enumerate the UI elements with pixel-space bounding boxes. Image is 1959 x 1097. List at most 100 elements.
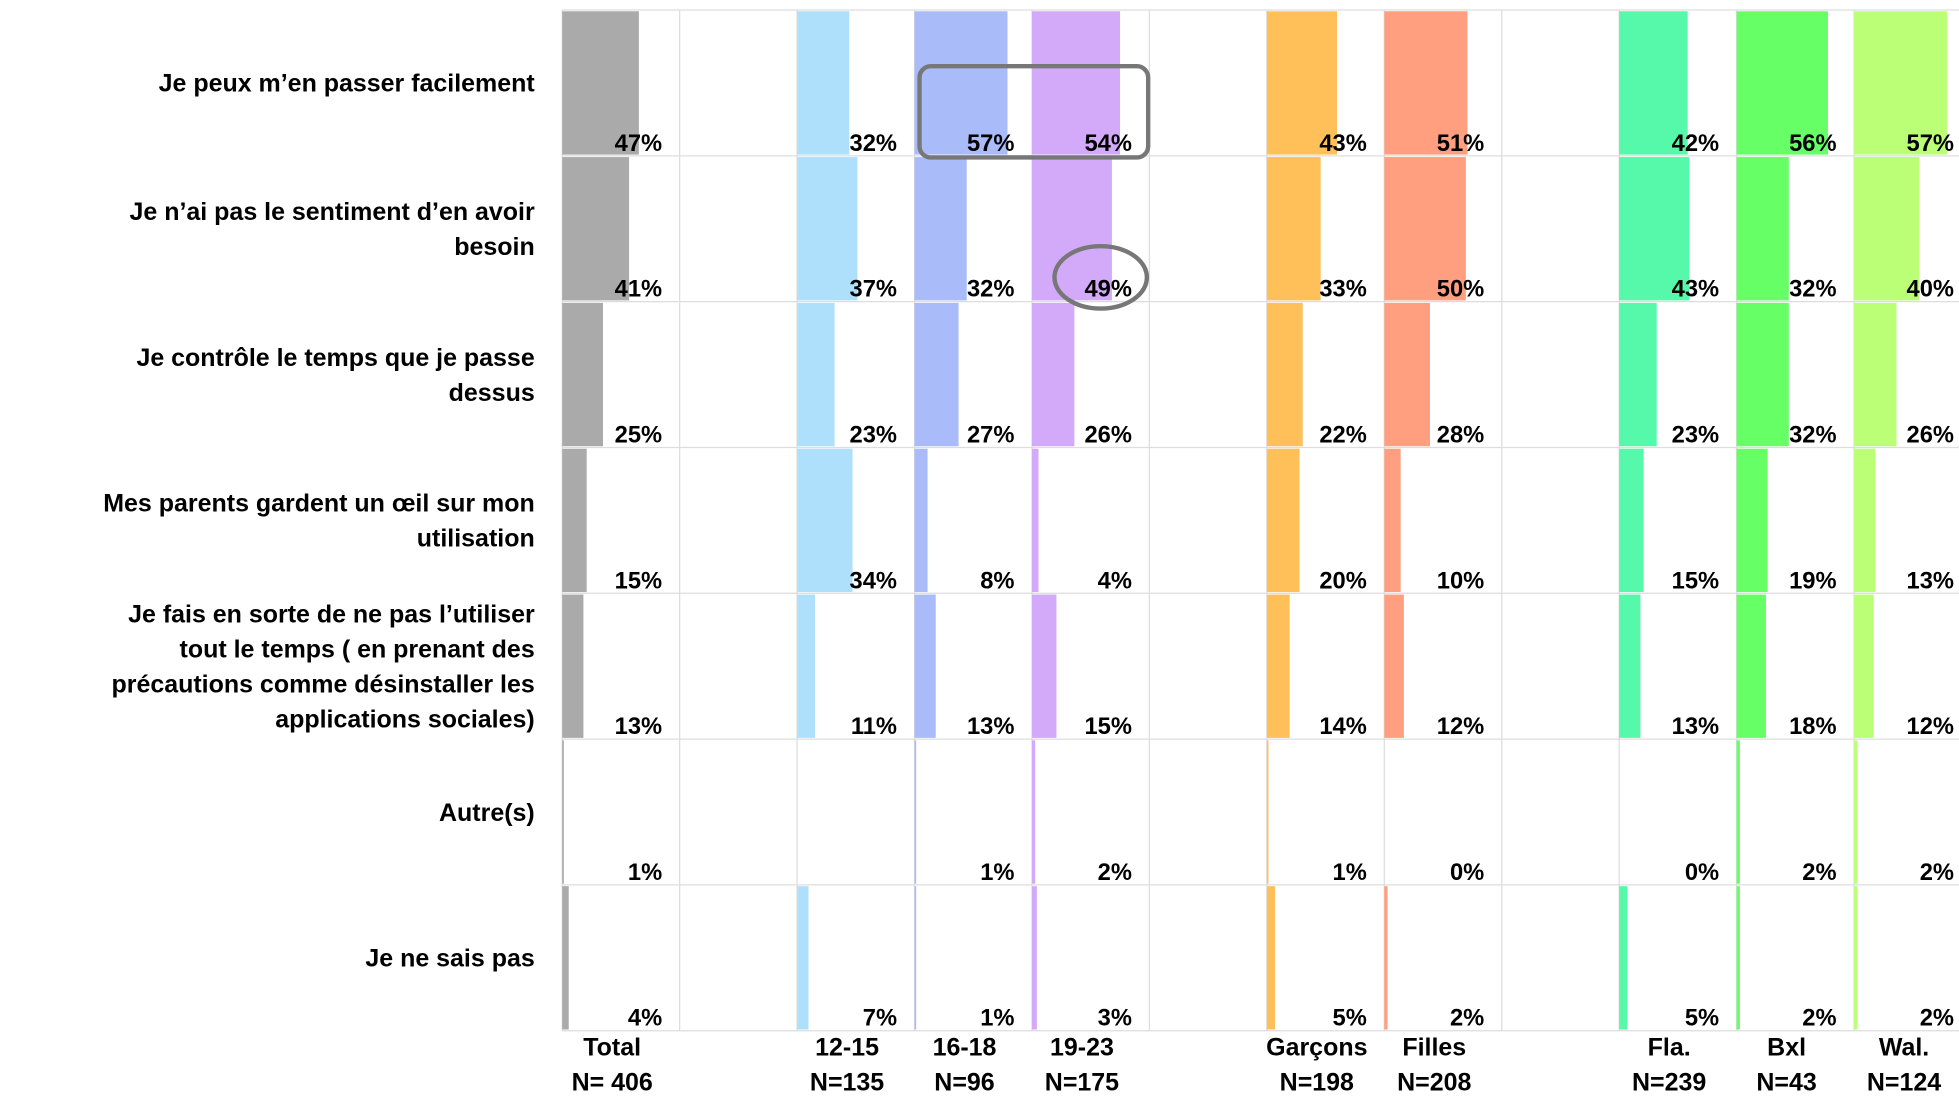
bar bbox=[1854, 594, 1874, 738]
value-label: 22% bbox=[1319, 422, 1366, 448]
bar bbox=[1031, 448, 1039, 593]
row-label: Je peux m’en passer facilement bbox=[159, 70, 536, 98]
value-label: 13% bbox=[1672, 714, 1719, 740]
highlight-circle bbox=[1052, 243, 1150, 311]
bar bbox=[797, 11, 850, 155]
value-label: 12% bbox=[1907, 714, 1954, 740]
value-label: 26% bbox=[1084, 422, 1131, 448]
bar bbox=[562, 157, 630, 301]
bar bbox=[562, 594, 584, 738]
value-label: 13% bbox=[615, 714, 662, 740]
bar bbox=[1384, 886, 1388, 1030]
row-label: Je n’ai pas le sentiment d’en avoir besoi… bbox=[130, 198, 535, 261]
value-label: 0% bbox=[1450, 860, 1484, 886]
value-label: 42% bbox=[1672, 131, 1719, 157]
value-label: 32% bbox=[850, 131, 897, 157]
bar bbox=[1266, 448, 1300, 593]
bar bbox=[797, 157, 858, 301]
value-label: 34% bbox=[850, 568, 897, 594]
bar bbox=[1854, 886, 1858, 1030]
bar bbox=[1736, 11, 1828, 155]
value-label: 4% bbox=[1098, 568, 1132, 594]
row-label: Je ne sais pas bbox=[365, 945, 534, 973]
bar bbox=[1031, 302, 1075, 447]
bar bbox=[1736, 886, 1740, 1030]
bar bbox=[1384, 157, 1466, 301]
bar bbox=[1384, 448, 1401, 593]
value-label: 15% bbox=[615, 568, 662, 594]
column-n: N=135 bbox=[810, 1069, 884, 1097]
value-label: 32% bbox=[1789, 422, 1836, 448]
bar bbox=[1384, 594, 1404, 738]
bar bbox=[1736, 302, 1789, 447]
column-n: N= 406 bbox=[572, 1069, 653, 1097]
bar bbox=[1854, 302, 1897, 447]
value-label: 5% bbox=[1333, 1006, 1367, 1032]
marks: Je peux m’en passer facilement Je n’ai pa… bbox=[103, 11, 1954, 1097]
row-label: Je contrôle le temps que je passe dessus bbox=[136, 344, 534, 407]
value-label: 5% bbox=[1685, 1006, 1719, 1032]
value-label: 14% bbox=[1319, 714, 1366, 740]
bar bbox=[1736, 448, 1768, 593]
column-header: Total bbox=[583, 1034, 641, 1062]
value-label: 19% bbox=[1789, 568, 1836, 594]
bar bbox=[1854, 11, 1948, 155]
column-n: N=124 bbox=[1867, 1069, 1941, 1097]
value-label: 15% bbox=[1672, 568, 1719, 594]
bar bbox=[914, 594, 936, 738]
value-label: 2% bbox=[1802, 860, 1836, 886]
bar bbox=[914, 11, 1008, 155]
value-label: 56% bbox=[1789, 131, 1836, 157]
value-label: 40% bbox=[1907, 277, 1954, 303]
value-label: 7% bbox=[863, 1006, 897, 1032]
value-label: 2% bbox=[1098, 860, 1132, 886]
value-label: 13% bbox=[967, 714, 1014, 740]
row-label: Mes parents gardent un œil sur mon utilis… bbox=[103, 490, 534, 553]
bar bbox=[1384, 11, 1468, 155]
bar bbox=[1854, 157, 1920, 301]
value-label: 32% bbox=[967, 277, 1014, 303]
value-label: 18% bbox=[1789, 714, 1836, 740]
value-label: 41% bbox=[615, 277, 662, 303]
value-label: 1% bbox=[980, 860, 1014, 886]
bar bbox=[1619, 302, 1657, 447]
bar bbox=[914, 157, 967, 301]
bar bbox=[562, 886, 569, 1030]
bar bbox=[914, 302, 959, 447]
column-n: N=198 bbox=[1280, 1069, 1354, 1097]
column-header: 12-15 bbox=[815, 1034, 879, 1062]
column-header: Fla. bbox=[1648, 1034, 1691, 1062]
value-label: 15% bbox=[1084, 714, 1131, 740]
column-header: Filles bbox=[1402, 1034, 1466, 1062]
bar bbox=[1031, 11, 1121, 155]
bar bbox=[1031, 740, 1036, 884]
value-label: 25% bbox=[615, 422, 662, 448]
bar bbox=[1619, 11, 1688, 155]
bar bbox=[797, 594, 816, 738]
value-label: 27% bbox=[967, 422, 1014, 448]
value-label: 1% bbox=[980, 1006, 1014, 1032]
column-n: N=43 bbox=[1756, 1069, 1816, 1097]
bar bbox=[797, 302, 835, 447]
value-label: 43% bbox=[1319, 131, 1366, 157]
column-header: Garçons bbox=[1266, 1034, 1367, 1062]
value-label: 20% bbox=[1319, 568, 1366, 594]
bar bbox=[1266, 886, 1276, 1030]
value-label: 32% bbox=[1789, 277, 1836, 303]
value-label: 28% bbox=[1437, 422, 1484, 448]
bar bbox=[1031, 886, 1037, 1030]
column-header: Bxl bbox=[1767, 1034, 1806, 1062]
bar bbox=[1266, 11, 1337, 155]
bar bbox=[562, 302, 603, 447]
value-label: 13% bbox=[1907, 568, 1954, 594]
bar bbox=[797, 448, 853, 593]
bar bbox=[1736, 740, 1740, 884]
column-n: N=175 bbox=[1045, 1069, 1119, 1097]
value-label: 57% bbox=[1907, 131, 1954, 157]
bar bbox=[1854, 448, 1876, 593]
highlight-box bbox=[917, 64, 1151, 160]
bar bbox=[562, 11, 639, 155]
column-header: 16-18 bbox=[933, 1034, 997, 1062]
bar bbox=[797, 886, 809, 1030]
value-label: 1% bbox=[628, 860, 662, 886]
